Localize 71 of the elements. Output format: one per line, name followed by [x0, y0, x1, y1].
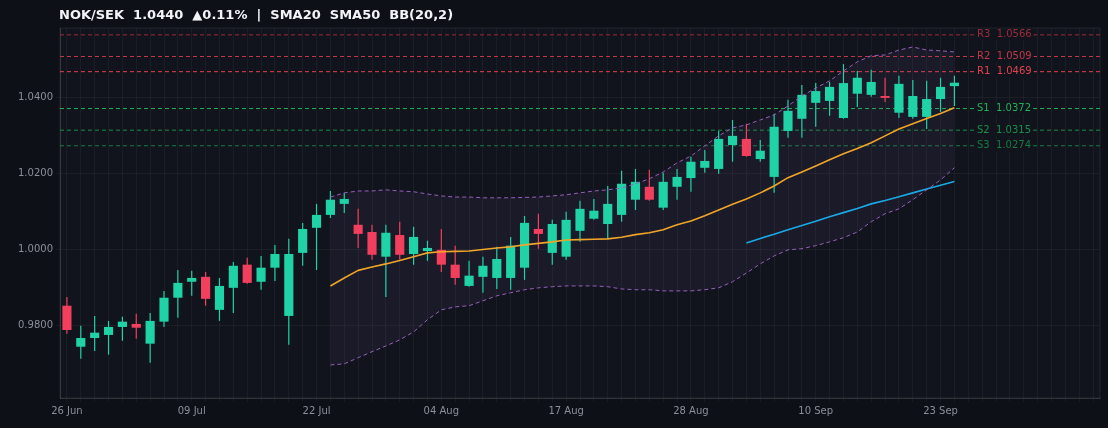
candlestick	[242, 257, 252, 285]
candlestick	[145, 312, 155, 364]
candlestick	[686, 156, 696, 193]
candlestick	[908, 79, 918, 120]
candlestick	[922, 80, 932, 130]
x-tick-label: 10 Sep	[798, 404, 834, 416]
y-tick-label: 0.9800	[18, 319, 53, 331]
candlestick	[935, 77, 946, 113]
candlestick	[228, 261, 238, 314]
candlestick	[395, 221, 405, 261]
candlestick	[409, 226, 419, 266]
candlestick	[825, 81, 835, 117]
candlestick	[367, 224, 377, 261]
candlestick	[450, 245, 460, 286]
ref-line-label: R2 1.0509	[977, 50, 1032, 62]
candlestick	[880, 77, 890, 103]
x-tick-label: 26 Jun	[51, 404, 83, 416]
candlestick	[575, 200, 585, 243]
candlestick	[214, 277, 225, 322]
ref-line-label: S3 1.0274	[977, 139, 1032, 151]
candlestick	[492, 246, 502, 290]
ref-line-label: S2 1.0315	[977, 123, 1032, 135]
candlestick	[131, 313, 141, 340]
candlestick	[672, 168, 682, 201]
candlestick	[353, 208, 363, 249]
candlestick	[117, 316, 127, 342]
candlestick	[422, 240, 433, 262]
ref-line-label: R3 1.0566	[977, 28, 1032, 40]
x-tick-label: 17 Aug	[548, 404, 584, 416]
candlestick	[700, 149, 710, 174]
candlestick	[727, 119, 738, 163]
candlestick	[630, 168, 641, 211]
candlestick	[159, 290, 169, 328]
candlestick	[173, 269, 183, 319]
candlestick	[755, 139, 765, 163]
candlestick	[866, 69, 876, 98]
candlestick	[644, 169, 654, 202]
candlestick	[797, 84, 807, 139]
y-tick-label: 1.0200	[18, 167, 53, 179]
y-tick-label: 1.0400	[18, 91, 53, 103]
x-tick-label: 23 Sep	[923, 404, 958, 416]
candlestick	[201, 271, 211, 307]
candlestick	[76, 325, 86, 360]
candlestick	[741, 123, 751, 158]
ref-line-label: R1 1.0469	[977, 65, 1032, 77]
candlestick	[325, 190, 335, 219]
candlestick	[339, 192, 349, 214]
candlestick	[811, 82, 821, 128]
x-tick-label: 09 Jul	[177, 404, 206, 416]
y-tick-label: 1.0000	[18, 243, 53, 255]
candlestick	[589, 198, 599, 221]
x-tick-label: 22 Jul	[302, 404, 331, 416]
candlestick	[478, 256, 488, 294]
ref-line-label: S1 1.0372	[977, 102, 1032, 114]
candlestick	[270, 244, 280, 282]
candlestick	[187, 270, 197, 297]
candlestick	[90, 315, 100, 352]
x-tick-label: 28 Aug	[673, 404, 709, 416]
candlestick	[533, 213, 543, 250]
candlestick	[783, 99, 793, 139]
candlestick	[464, 260, 474, 288]
candlestick	[603, 185, 613, 240]
candlestick	[103, 320, 114, 356]
candlestick	[256, 255, 266, 291]
line-series	[329, 167, 955, 366]
chart-title: NOK/SEK 1.0440 ▲0.11% | SMA20 SMA50 BB(20,2)	[59, 7, 454, 22]
candlestick	[852, 70, 862, 108]
candlestick	[381, 224, 391, 298]
candlestick	[311, 203, 322, 271]
x-tick-label: 04 Aug	[423, 404, 460, 416]
candlestick	[298, 222, 308, 267]
